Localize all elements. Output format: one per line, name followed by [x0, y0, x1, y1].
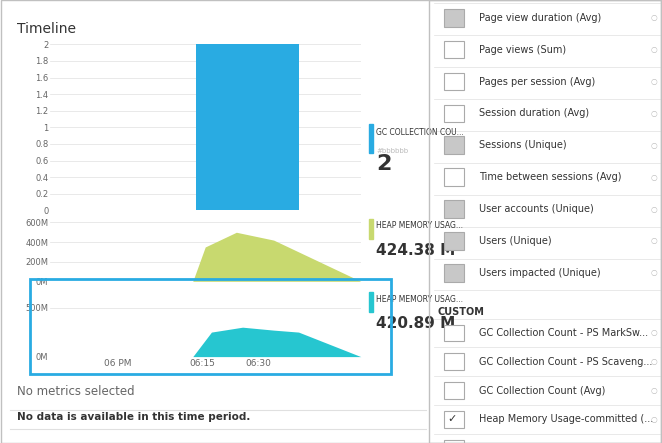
Text: ○: ○: [651, 328, 657, 338]
Text: ○: ○: [651, 386, 657, 395]
Text: User accounts (Unique): User accounts (Unique): [479, 204, 594, 214]
Text: No metrics selected: No metrics selected: [17, 385, 134, 398]
Text: 420.89 M: 420.89 M: [376, 316, 455, 331]
Text: Users (Unique): Users (Unique): [479, 236, 552, 246]
Text: Heap Memory Usage-committed (...: Heap Memory Usage-committed (...: [479, 414, 653, 424]
Text: No data is available in this time period.: No data is available in this time period…: [17, 412, 250, 422]
Text: ✓: ✓: [448, 414, 457, 424]
Text: ○: ○: [651, 268, 657, 277]
Text: ○: ○: [651, 205, 657, 214]
Text: Sessions (Unique): Sessions (Unique): [479, 140, 567, 150]
Text: Page view duration (Avg): Page view duration (Avg): [479, 13, 602, 23]
Text: 2: 2: [376, 154, 391, 174]
Text: ○: ○: [651, 45, 657, 54]
Text: ○: ○: [651, 77, 657, 86]
Text: Time between sessions (Avg): Time between sessions (Avg): [479, 172, 622, 182]
Text: GC Collection Count - PS Scaveng...: GC Collection Count - PS Scaveng...: [479, 357, 653, 367]
Text: #bbbbbb: #bbbbbb: [376, 148, 408, 154]
Text: ○: ○: [651, 357, 657, 366]
Text: CUSTOM: CUSTOM: [438, 307, 485, 317]
Text: Timeline: Timeline: [17, 22, 75, 36]
Text: ○: ○: [651, 173, 657, 182]
Text: Pages per session (Avg): Pages per session (Avg): [479, 77, 596, 86]
Text: Session duration (Avg): Session duration (Avg): [479, 109, 589, 118]
Text: ○: ○: [651, 237, 657, 245]
Text: ○: ○: [651, 141, 657, 150]
Text: GC Collection Count (Avg): GC Collection Count (Avg): [479, 385, 606, 396]
Text: ○: ○: [651, 109, 657, 118]
Text: GC Collection Count - PS MarkSw...: GC Collection Count - PS MarkSw...: [479, 328, 648, 338]
Text: 424.38 M: 424.38 M: [376, 243, 455, 258]
Text: HEAP MEMORY USAG...: HEAP MEMORY USAG...: [376, 295, 463, 303]
Text: ○: ○: [651, 415, 657, 424]
Text: HEAP MEMORY USAG...: HEAP MEMORY USAG...: [376, 222, 463, 230]
Text: ○: ○: [651, 13, 657, 22]
Text: Users impacted (Unique): Users impacted (Unique): [479, 268, 601, 278]
Text: GC COLLECTION COU...: GC COLLECTION COU...: [376, 128, 464, 137]
Text: Page views (Sum): Page views (Sum): [479, 45, 567, 54]
